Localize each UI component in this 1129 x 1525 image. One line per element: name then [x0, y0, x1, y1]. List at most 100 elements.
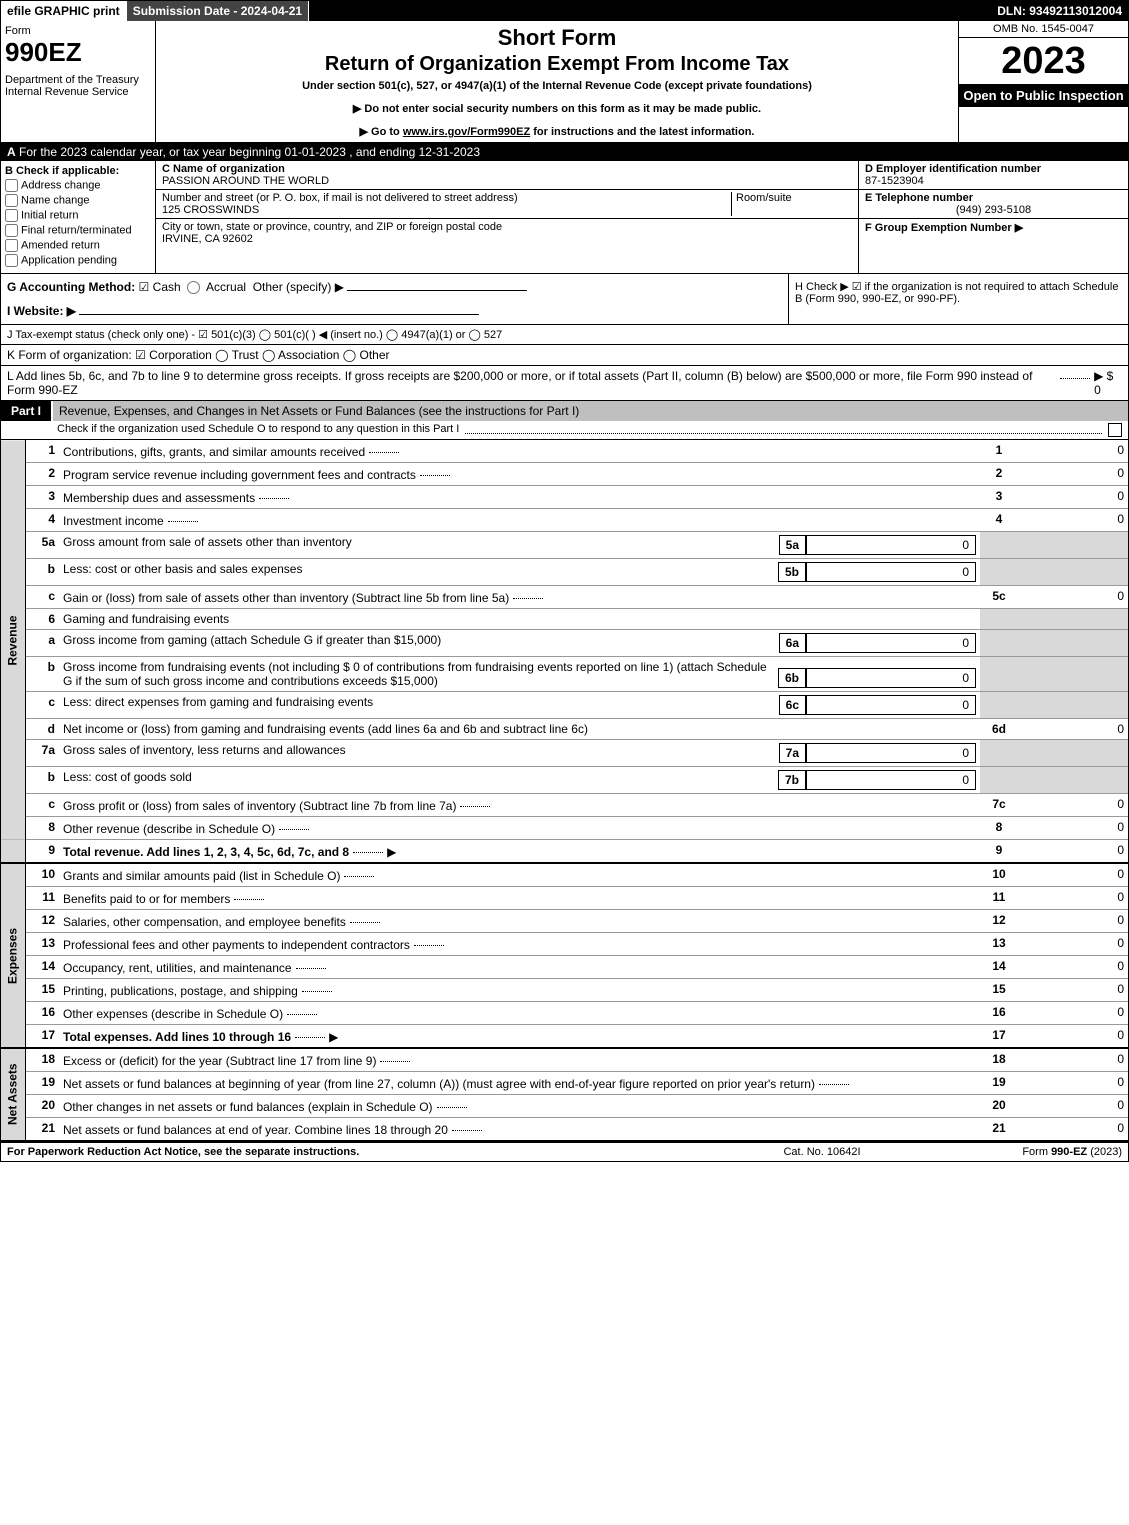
schedule-o-checkbox[interactable] [1108, 423, 1122, 437]
website-row: I Website: ▶ [7, 304, 782, 318]
row-l: L Add lines 5b, 6c, and 7b to line 9 to … [1, 366, 1128, 401]
form-title-1: Short Form [164, 25, 950, 51]
line-5b: b Less: cost or other basis and sales ex… [1, 559, 1128, 586]
phone-value: (949) 293-5108 [865, 204, 1122, 216]
arrow-icon: ▶ [387, 845, 396, 859]
header-left: Form 990EZ Department of the Treasury In… [1, 21, 156, 142]
page-footer: For Paperwork Reduction Act Notice, see … [1, 1142, 1128, 1161]
city-value: IRVINE, CA 92602 [162, 233, 852, 245]
form-subtitle: Under section 501(c), 527, or 4947(a)(1)… [164, 80, 950, 92]
chk-final[interactable]: Final return/terminated [5, 224, 151, 237]
phone-row: E Telephone number (949) 293-5108 [859, 190, 1128, 219]
header-right: OMB No. 1545-0047 2023 Open to Public In… [958, 21, 1128, 142]
public-inspection: Open to Public Inspection [959, 84, 1128, 107]
netassets-sidelabel: Net Assets [1, 1048, 25, 1141]
org-name-row: C Name of organization PASSION AROUND TH… [156, 161, 858, 190]
form-title-2: Return of Organization Exempt From Incom… [164, 53, 950, 76]
dots-icon [465, 423, 1102, 434]
chk-pending-box[interactable] [5, 254, 18, 267]
city-row: City or town, state or province, country… [156, 219, 858, 247]
part-1-check: Check if the organization used Schedule … [1, 421, 1128, 440]
form-header: Form 990EZ Department of the Treasury In… [1, 21, 1128, 143]
row-k: K Form of organization: ☑ Corporation ◯ … [1, 345, 1128, 366]
row-a: A For the 2023 calendar year, or tax yea… [1, 143, 1128, 161]
line-13: 13Professional fees and other payments t… [1, 933, 1128, 956]
note-link-pre: ▶ Go to [360, 126, 403, 138]
cash-check-icon: ☑ [139, 280, 150, 294]
chk-initial[interactable]: Initial return [5, 209, 151, 222]
tax-year: 2023 [959, 38, 1128, 84]
dots-icon [1060, 369, 1090, 379]
row-l-text: L Add lines 5b, 6c, and 7b to line 9 to … [7, 369, 1056, 397]
org-name-label: C Name of organization [162, 163, 285, 175]
row-g-h-i: G Accounting Method: ☑ Cash Accrual Othe… [1, 274, 1128, 325]
accounting-method: G Accounting Method: ☑ Cash Accrual Othe… [7, 280, 782, 294]
box-c: C Name of organization PASSION AROUND TH… [156, 161, 858, 273]
chk-initial-box[interactable] [5, 209, 18, 222]
top-bar: efile GRAPHIC print Submission Date - 20… [1, 1, 1128, 21]
line-6: 6Gaming and fundraising events [1, 609, 1128, 630]
line-19: 19Net assets or fund balances at beginni… [1, 1072, 1128, 1095]
ein-row: D Employer identification number 87-1523… [859, 161, 1128, 190]
expenses-sidelabel: Expenses [1, 863, 25, 1048]
h-text: H Check ▶ ☑ if the organization is not r… [795, 281, 1118, 305]
chk-address-box[interactable] [5, 179, 18, 192]
part-1-header: Part I Revenue, Expenses, and Changes in… [1, 401, 1128, 421]
i-label: I Website: ▶ [7, 304, 76, 318]
footer-center: Cat. No. 10642I [722, 1146, 922, 1158]
line-7c: cGross profit or (loss) from sales of in… [1, 794, 1128, 817]
line-5a: 5a Gross amount from sale of assets othe… [1, 532, 1128, 559]
chk-amended[interactable]: Amended return [5, 239, 151, 252]
g-label: G Accounting Method: [7, 280, 135, 294]
dept-label: Department of the Treasury Internal Reve… [5, 74, 151, 98]
line-11: 11Benefits paid to or for members110 [1, 887, 1128, 910]
line-2: 2Program service revenue including gover… [1, 463, 1128, 486]
line-16: 16Other expenses (describe in Schedule O… [1, 1002, 1128, 1025]
line-9: 9Total revenue. Add lines 1, 2, 3, 4, 5c… [1, 840, 1128, 864]
row-a-text: For the 2023 calendar year, or tax year … [19, 145, 480, 159]
form-word: Form [5, 25, 151, 37]
box-b-header: B Check if applicable: [5, 165, 151, 177]
chk-final-box[interactable] [5, 224, 18, 237]
group-exemption-label: F Group Exemption Number ▶ [865, 222, 1023, 234]
row-l-value: ▶ $ 0 [1094, 369, 1122, 397]
ein-value: 87-1523904 [865, 175, 924, 187]
line-4: 4Investment income 40 [1, 509, 1128, 532]
line-6d: dNet income or (loss) from gaming and fu… [1, 719, 1128, 740]
efile-label[interactable]: efile GRAPHIC print [1, 1, 127, 21]
row-a-label: A [7, 145, 16, 159]
row-g-left: G Accounting Method: ☑ Cash Accrual Othe… [1, 274, 788, 324]
line-7a: 7a Gross sales of inventory, less return… [1, 740, 1128, 767]
line-18: Net Assets 18Excess or (deficit) for the… [1, 1048, 1128, 1072]
line-21: 21Net assets or fund balances at end of … [1, 1118, 1128, 1142]
irs-link[interactable]: www.irs.gov/Form990EZ [403, 126, 530, 138]
line-7b: b Less: cost of goods sold7b0 [1, 767, 1128, 794]
arrow-icon: ▶ [329, 1030, 338, 1044]
line-17: 17Total expenses. Add lines 10 through 1… [1, 1025, 1128, 1049]
topbar-spacer [309, 1, 991, 21]
website-line[interactable] [79, 314, 479, 315]
chk-name-box[interactable] [5, 194, 18, 207]
chk-pending[interactable]: Application pending [5, 254, 151, 267]
accrual-radio[interactable] [187, 281, 200, 294]
chk-address[interactable]: Address change [5, 179, 151, 192]
chk-amended-box[interactable] [5, 239, 18, 252]
line-10: Expenses 10Grants and similar amounts pa… [1, 863, 1128, 887]
dln-label: DLN: 93492113012004 [991, 1, 1128, 21]
line-15: 15Printing, publications, postage, and s… [1, 979, 1128, 1002]
group-exemption-row: F Group Exemption Number ▶ [859, 219, 1128, 236]
part-1-tab: Part I [1, 401, 53, 421]
line-5c: cGain or (loss) from sale of assets othe… [1, 586, 1128, 609]
footer-right: Form 990-EZ (2023) [922, 1146, 1122, 1158]
org-name: PASSION AROUND THE WORLD [162, 175, 852, 187]
room-label: Room/suite [736, 192, 792, 204]
form-number: 990EZ [5, 37, 151, 68]
line-6a: a Gross income from gaming (attach Sched… [1, 630, 1128, 657]
city-label: City or town, state or province, country… [162, 221, 502, 233]
line-1: Revenue 1 Contributions, gifts, grants, … [1, 440, 1128, 463]
other-specify-line[interactable] [347, 290, 527, 291]
chk-name[interactable]: Name change [5, 194, 151, 207]
line-12: 12Salaries, other compensation, and empl… [1, 910, 1128, 933]
phone-label: E Telephone number [865, 192, 973, 204]
omb-number: OMB No. 1545-0047 [959, 21, 1128, 38]
